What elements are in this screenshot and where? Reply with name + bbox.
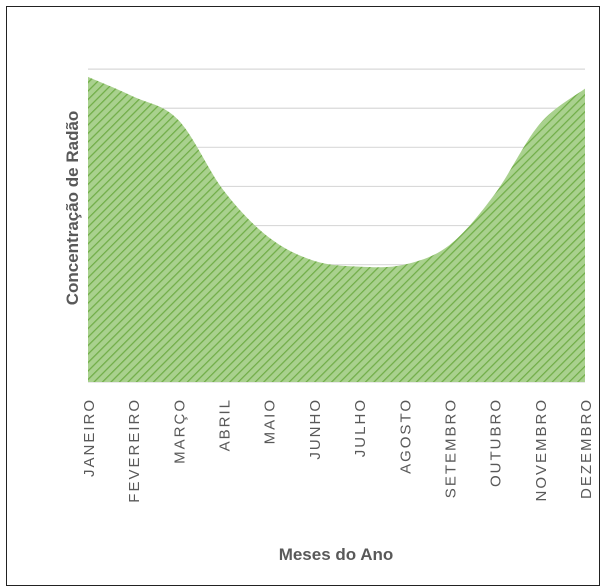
x-tick-label: JULHO: [352, 398, 369, 457]
x-tick-label: JUNHO: [307, 398, 324, 460]
x-tick-labels: JANEIRO FEVEREIRO MARÇO ABRIL MAIO JUNHO JULHO…: [81, 398, 595, 503]
x-tick-label: SETEMBRO: [442, 398, 459, 498]
x-tick-label: MAIO: [262, 398, 279, 444]
x-tick-label: OUTUBRO: [488, 398, 505, 487]
x-tick-label: FEVEREIRO: [126, 398, 143, 503]
x-axis-label: Meses do Ano: [279, 545, 394, 564]
x-tick-label: JANEIRO: [81, 398, 98, 477]
x-tick-label: AGOSTO: [397, 398, 414, 474]
area-series: [88, 76, 585, 382]
x-tick-label: NOVEMBRO: [533, 398, 550, 502]
x-tick-label: MARÇO: [171, 398, 188, 464]
radon-area-chart: JANEIRO FEVEREIRO MARÇO ABRIL MAIO JUNHO JULHO…: [63, 68, 595, 564]
x-tick-label: DEZEMBRO: [578, 398, 595, 499]
x-tick-label: ABRIL: [217, 398, 234, 451]
y-axis-label: Concentração de Radão: [63, 111, 82, 306]
